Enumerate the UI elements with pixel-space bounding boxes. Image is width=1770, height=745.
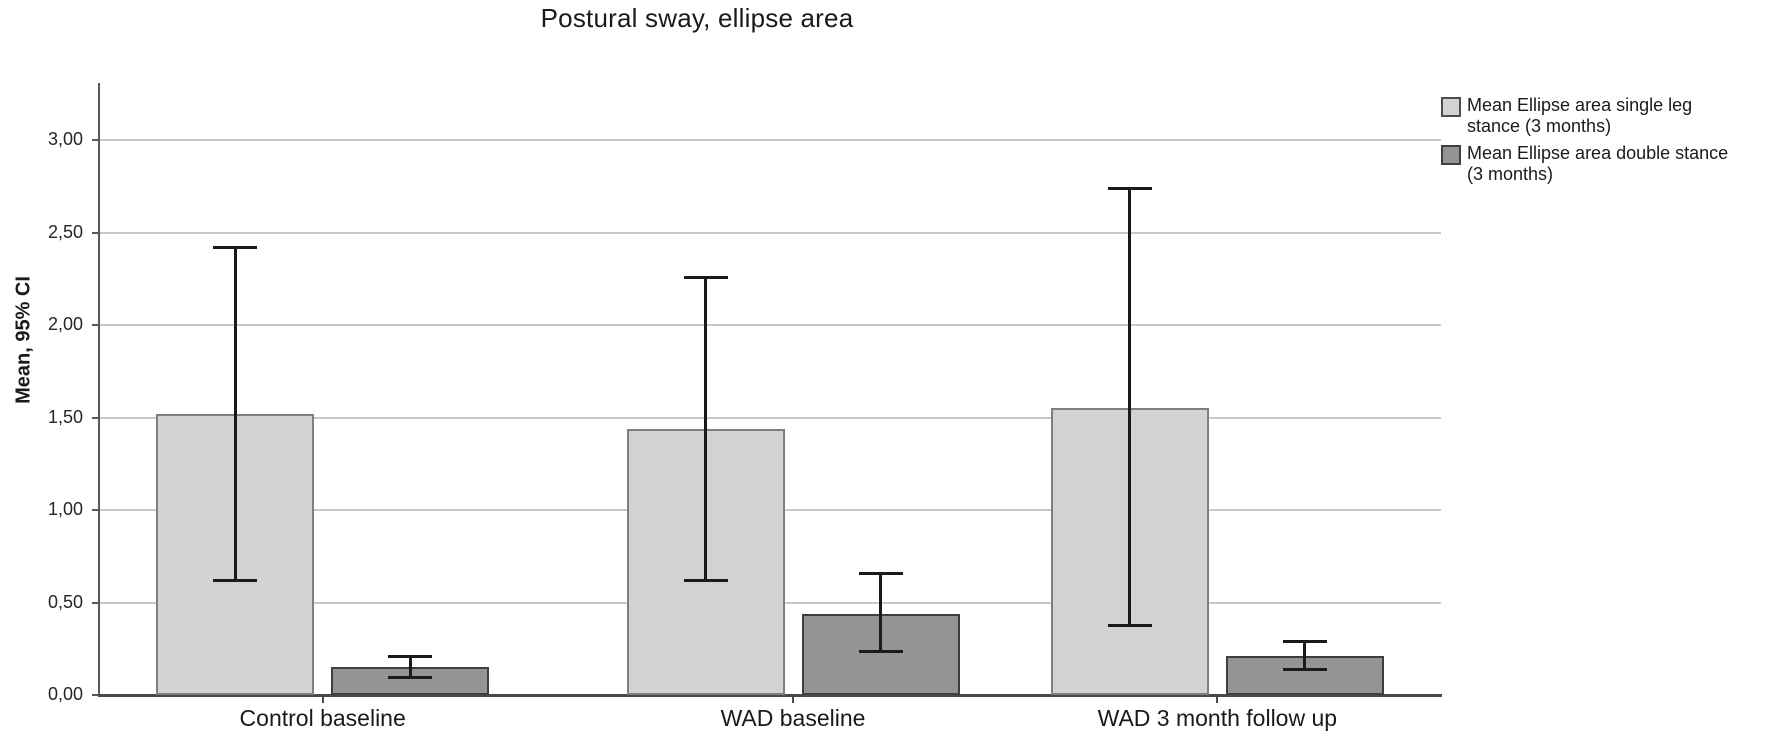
error-bar-cap-bottom	[683, 579, 728, 583]
y-tick-mark	[92, 416, 99, 419]
y-tick-label: 2,00	[47, 314, 83, 334]
y-tick-mark	[92, 601, 99, 604]
legend-entry: Mean Ellipse area double stance (3 months…	[1441, 143, 1728, 185]
chart-title: Postural sway, ellipse area	[540, 3, 854, 33]
gridline	[99, 324, 1441, 326]
gridline	[99, 231, 1441, 234]
error-bar-cap-bottom	[388, 675, 433, 679]
y-tick-mark	[92, 324, 99, 326]
error-bar-line	[1128, 188, 1132, 625]
x-tick-mark	[321, 697, 324, 703]
legend-swatch-icon	[1441, 145, 1461, 165]
y-tick-label: 3,00	[47, 129, 83, 149]
error-bar-cap-top	[388, 655, 433, 659]
error-bar-line	[233, 247, 237, 581]
gridline	[99, 139, 1441, 141]
x-axis-line	[98, 694, 1442, 697]
error-bar-cap-top	[213, 246, 258, 250]
legend-label: Mean Ellipse area double stance (3 months…	[1467, 143, 1729, 184]
x-category-label: WAD 3 month follow up	[1097, 705, 1338, 731]
x-tick-mark	[1216, 697, 1219, 703]
x-tick-mark	[792, 697, 794, 703]
y-tick-mark	[92, 694, 99, 696]
error-bar-cap-bottom	[1107, 623, 1152, 627]
error-bar-cap-bottom	[1282, 668, 1327, 672]
error-bar-cap-top	[1282, 640, 1327, 644]
legend-entry: Mean Ellipse area single leg stance (3 mo…	[1441, 95, 1692, 137]
error-bar-cap-top	[1107, 187, 1152, 191]
error-bar-cap-top	[858, 571, 903, 575]
x-category-label: WAD baseline	[720, 705, 866, 731]
y-tick-label: 0,50	[47, 591, 83, 612]
y-axis-label: Mean, 95% CI	[12, 276, 35, 404]
error-bar-line	[408, 656, 412, 677]
y-tick-label: 1,50	[47, 406, 83, 427]
legend-label: Mean Ellipse area single leg stance (3 mo…	[1467, 95, 1693, 136]
error-bar-cap-bottom	[858, 649, 903, 653]
y-tick-mark	[92, 231, 99, 234]
gridline	[99, 416, 1441, 419]
x-category-label: Control baseline	[239, 705, 406, 731]
error-bar-cap-bottom	[213, 579, 258, 583]
y-tick-mark	[92, 139, 99, 141]
error-bar-line	[704, 276, 707, 581]
y-tick-label: 2,50	[47, 221, 83, 242]
error-bar-line	[1303, 641, 1307, 670]
y-axis-line	[98, 83, 100, 696]
error-bar-cap-top	[683, 275, 728, 279]
y-tick-label: 0,00	[47, 684, 83, 704]
y-tick-label: 1,00	[47, 499, 83, 519]
y-tick-mark	[92, 509, 99, 511]
error-bar-line	[879, 572, 882, 651]
legend-swatch-icon	[1441, 97, 1461, 117]
